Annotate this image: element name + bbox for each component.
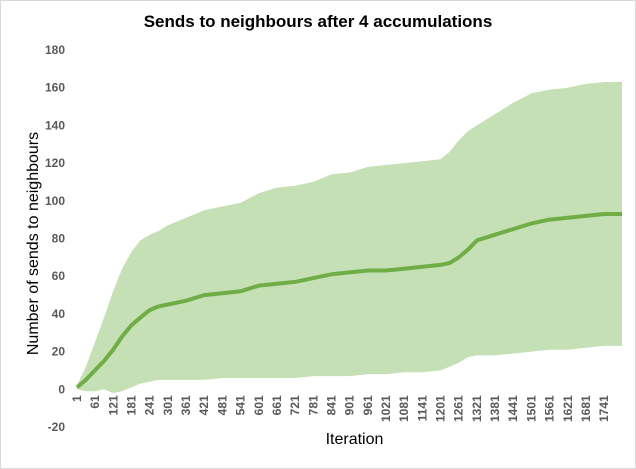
x-tick-label: 361 xyxy=(179,395,193,415)
x-tick-label: 421 xyxy=(197,395,211,415)
x-tick-label: 781 xyxy=(306,395,320,415)
y-tick-label: 40 xyxy=(52,307,66,321)
x-tick-label: 181 xyxy=(125,395,139,415)
x-tick-label: 1021 xyxy=(379,395,393,422)
y-tick-label: 120 xyxy=(45,156,65,170)
x-tick-label: 1501 xyxy=(524,395,538,422)
x-tick-label: 1441 xyxy=(506,395,520,422)
x-tick-label: 721 xyxy=(288,395,302,415)
x-tick-label: 541 xyxy=(234,395,248,415)
range-band xyxy=(77,82,622,394)
x-tick-labels: 1 61 121 181 241 301 361 421 481 541 601 661 721 781 8… xyxy=(70,395,611,422)
mean-line xyxy=(75,212,622,389)
y-axis-title: Number of sends to neighbours xyxy=(25,132,42,355)
x-tick-label: 1561 xyxy=(543,395,557,422)
x-tick-label: 601 xyxy=(252,395,266,415)
y-tick-label: 80 xyxy=(52,232,66,246)
x-tick-label: 481 xyxy=(215,395,229,415)
y-tick-label: 100 xyxy=(45,194,65,208)
y-tick-label: 60 xyxy=(52,269,66,283)
chart-title: Sends to neighbours after 4 accumulation… xyxy=(143,12,493,31)
x-tick-label: 901 xyxy=(343,395,357,415)
x-axis-title: Iteration xyxy=(326,431,384,448)
y-tick-label: 180 xyxy=(45,43,65,57)
x-tick-label: 1201 xyxy=(434,395,448,422)
x-tick-label: 961 xyxy=(361,395,375,415)
y-tick-label: 0 xyxy=(58,382,65,396)
x-tick-label: 61 xyxy=(88,395,102,409)
x-tick-label: 1141 xyxy=(415,395,429,421)
x-tick-label: 1681 xyxy=(579,395,593,422)
x-tick-label: 301 xyxy=(161,395,175,415)
x-tick-label: 1081 xyxy=(397,395,411,422)
x-tick-label: 661 xyxy=(270,395,284,415)
x-tick-label: 1621 xyxy=(561,395,575,422)
x-tick-label: 1741 xyxy=(597,395,611,422)
y-tick-label: 160 xyxy=(45,81,65,95)
x-tick-label: 121 xyxy=(106,395,120,415)
y-tick-label: 140 xyxy=(45,118,65,132)
x-tick-label: 241 xyxy=(143,395,157,415)
x-tick-label: 1261 xyxy=(452,395,466,422)
x-tick-label: 1381 xyxy=(488,395,502,422)
range-band-layer xyxy=(77,82,622,394)
mean-line-layer xyxy=(75,212,622,389)
y-tick-label: -20 xyxy=(48,420,66,434)
y-tick-labels: -20 0 20 40 60 80 100 120 140 160 180 xyxy=(45,43,65,434)
x-tick-label: 1321 xyxy=(470,395,484,422)
x-tick-label: 841 xyxy=(324,395,338,415)
y-tick-label: 20 xyxy=(52,345,66,359)
x-tick-label: 1 xyxy=(70,395,84,402)
